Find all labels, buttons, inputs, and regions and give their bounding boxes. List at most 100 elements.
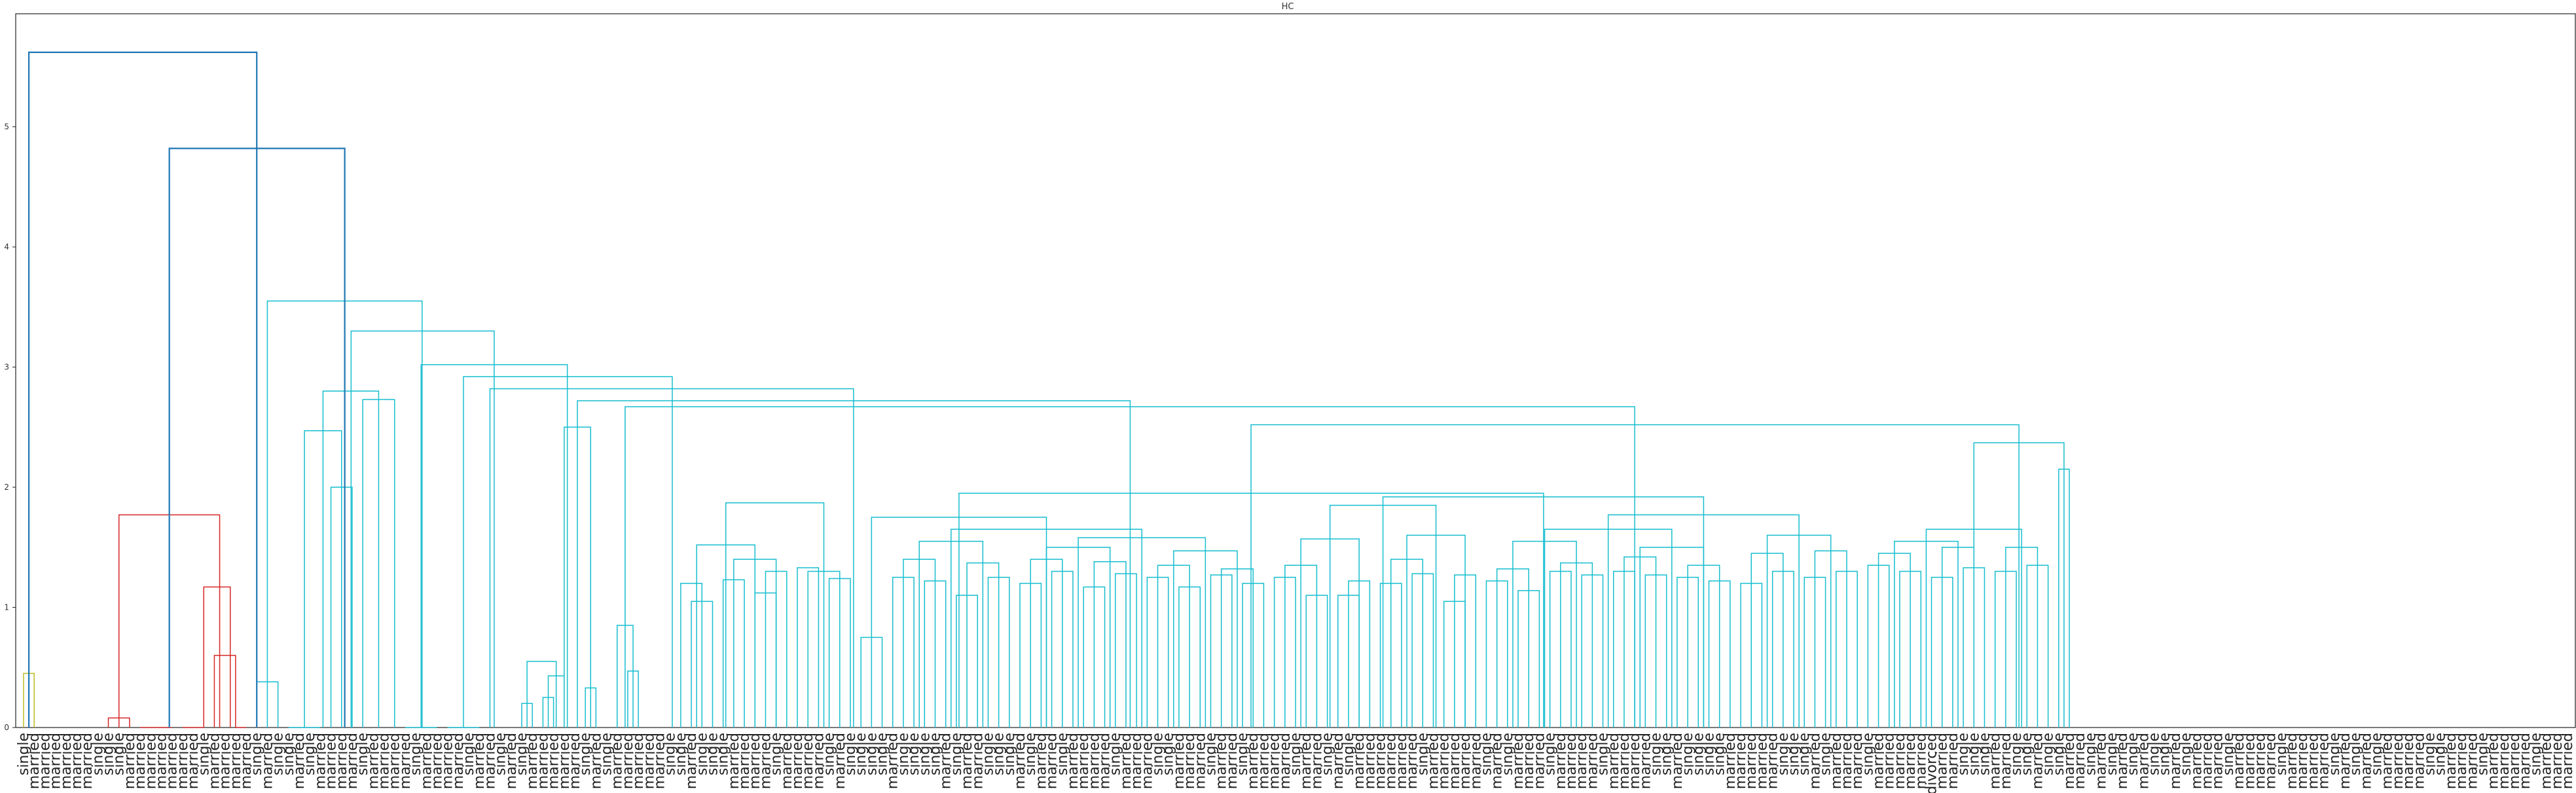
leaf-label: married <box>2549 733 2566 789</box>
leaf-label: married <box>2496 733 2513 789</box>
leaf-label: single <box>1860 733 1876 775</box>
leaf-label: single <box>1595 733 1612 775</box>
leaf-label: married <box>2507 733 2523 789</box>
dendrogram-link <box>725 502 825 728</box>
leaf-label: single <box>991 733 1007 775</box>
leaf-label: married <box>1934 733 1951 789</box>
leaf-label: single <box>1542 733 1559 775</box>
leaf-label: married <box>1457 733 1474 789</box>
y-tick-label: 3 <box>4 363 9 372</box>
leaf-label: single <box>2178 733 2194 775</box>
dendrogram-link <box>691 600 714 728</box>
leaf-label: married <box>1309 733 1325 789</box>
leaf-label: married <box>800 733 816 789</box>
leaf-label: married <box>69 733 85 789</box>
leaf-label: married <box>1892 733 1908 789</box>
dendrogram-link <box>489 388 854 728</box>
leaf-label: married <box>1277 733 1294 789</box>
leaf-label: single <box>716 733 732 775</box>
leaf-label: married <box>1945 733 1961 789</box>
leaf-label: married <box>1669 733 1686 789</box>
leaf-labels: singlemarriedmarriedmarriedmarriedmarrie… <box>16 733 2576 793</box>
leaf-label: married <box>1839 733 1855 789</box>
leaf-label: married <box>556 733 573 789</box>
leaf-label: married <box>779 733 795 789</box>
leaf-label: married <box>291 733 308 789</box>
leaf-label: married <box>1627 733 1643 789</box>
leaf-label: married <box>2316 733 2332 789</box>
leaf-label: married <box>238 733 255 789</box>
leaf-label: married <box>1383 733 1400 789</box>
dendrogram-link <box>526 661 557 728</box>
leaf-label: married <box>2358 733 2374 789</box>
leaf-label: single <box>2051 733 2067 775</box>
leaf-label: married <box>1902 733 1919 789</box>
leaf-label: single <box>1712 733 1728 775</box>
leaf-label: single <box>1648 733 1665 775</box>
leaf-label: single <box>673 733 689 775</box>
leaf-label: single <box>694 733 710 775</box>
dendrogram-link <box>680 583 703 728</box>
leaf-label: single <box>90 733 106 775</box>
leaf-label: married <box>2443 733 2459 789</box>
dendrogram-link <box>213 655 236 728</box>
leaf-label: single <box>355 733 371 775</box>
dendrogram-link <box>463 376 673 728</box>
leaf-label: single <box>2082 733 2099 775</box>
leaf-label: single <box>599 733 615 775</box>
leaf-label: married <box>2560 733 2576 789</box>
leaf-label: single <box>111 733 128 775</box>
leaf-label: married <box>1097 733 1114 789</box>
leaf-label: married <box>789 733 806 789</box>
leaf-label: single <box>1023 733 1039 775</box>
leaf-label: single <box>1002 733 1018 775</box>
leaf-label: single <box>2157 733 2173 775</box>
leaf-label: married <box>2390 733 2406 789</box>
leaf-label: married <box>2168 733 2184 789</box>
leaf-label: married <box>1807 733 1823 789</box>
leaf-label: single <box>1055 733 1071 775</box>
leaf-label: single <box>853 733 869 775</box>
leaf-label: single <box>1775 733 1792 775</box>
leaf-label: single <box>916 733 933 775</box>
y-tick-label: 2 <box>4 483 9 492</box>
leaf-label: single <box>1796 733 1813 775</box>
leaf-label: married <box>37 733 53 789</box>
y-tick-label: 4 <box>4 242 9 251</box>
leaf-label: married <box>1033 733 1049 789</box>
leaf-label: married <box>58 733 75 789</box>
leaf-label: married <box>1510 733 1527 789</box>
leaf-label: married <box>1012 733 1028 789</box>
leaf-label: married <box>567 733 583 789</box>
leaf-label: single <box>514 733 530 775</box>
leaf-label: married <box>1489 733 1506 789</box>
leaf-label: married <box>132 733 149 789</box>
leaf-label: married <box>1584 733 1601 789</box>
leaf-label: married <box>344 733 361 789</box>
leaf-label: married <box>757 733 774 789</box>
leaf-label: married <box>747 733 763 789</box>
dendrogram-link <box>203 586 231 728</box>
leaf-label: married <box>1192 733 1208 789</box>
leaf-label: married <box>2517 733 2533 789</box>
y-tick-label: 5 <box>4 122 9 132</box>
leaf-label: married <box>938 733 954 789</box>
leaf-label: single <box>101 733 117 775</box>
leaf-label: single <box>2125 733 2141 775</box>
leaf-label: single <box>927 733 943 775</box>
leaf-label: married <box>970 733 986 789</box>
leaf-label: single <box>1680 733 1696 775</box>
leaf-label: married <box>2210 733 2226 789</box>
leaf-label: single <box>2369 733 2386 775</box>
leaf-label: single <box>1415 733 1431 775</box>
leaf-label: married <box>2295 733 2311 789</box>
leaf-label: single <box>577 733 594 775</box>
leaf-label: single <box>2221 733 2237 775</box>
leaf-label: married <box>48 733 64 789</box>
leaf-label: married <box>397 733 414 789</box>
leaf-label: married <box>323 733 340 789</box>
leaf-label: single <box>2433 733 2449 775</box>
leaf-label: married <box>2539 733 2555 789</box>
leaf-label: single <box>461 733 477 775</box>
leaf-label: married <box>482 733 498 789</box>
